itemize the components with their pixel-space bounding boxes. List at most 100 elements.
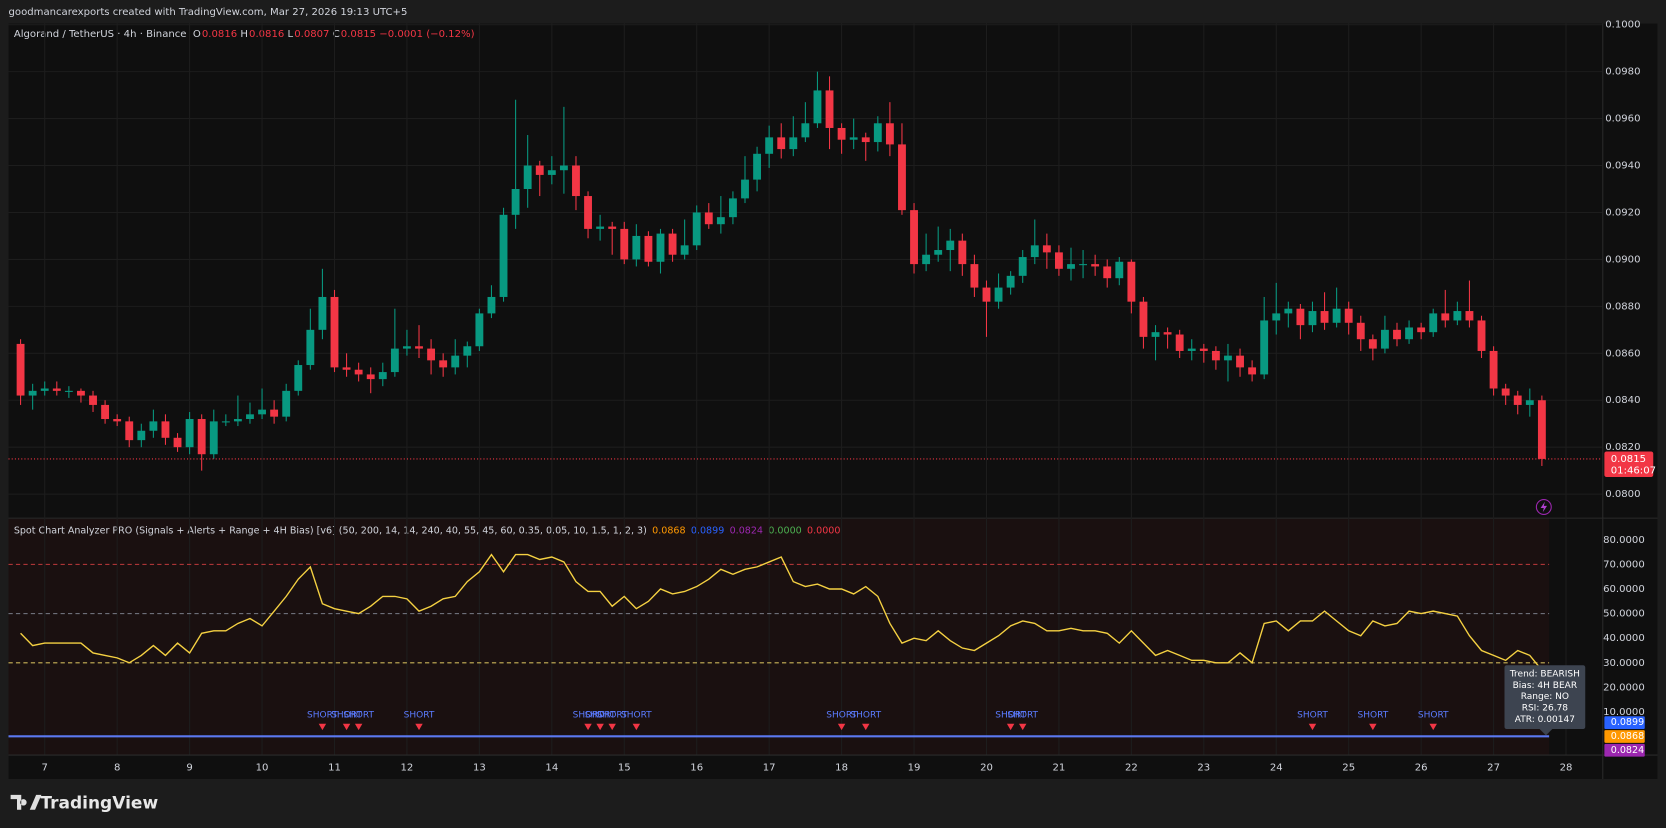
x-tick-label: 19 bbox=[908, 762, 921, 773]
indicator-legend: Spot Chart Analyzer PRO (Signals + Alert… bbox=[14, 525, 841, 536]
tooltip-line: RSI: 26.78 bbox=[1522, 704, 1569, 714]
candle-body bbox=[439, 360, 448, 368]
ohlc-value: 0.0816 bbox=[202, 29, 237, 40]
candle-body bbox=[137, 430, 146, 441]
short-marker bbox=[632, 723, 641, 731]
candle-body bbox=[1006, 275, 1015, 288]
y-tick-label: 20.0000 bbox=[1603, 682, 1645, 693]
candle-body bbox=[535, 165, 544, 175]
alert-bolt bbox=[1540, 501, 1547, 513]
short-label: SHORT bbox=[307, 711, 338, 721]
candle-body bbox=[77, 390, 85, 396]
short-marker bbox=[584, 723, 592, 731]
candle-body bbox=[729, 198, 737, 218]
x-tick-label: 7 bbox=[42, 762, 48, 773]
logo-mark bbox=[10, 794, 42, 810]
indicator-value: 0.0000 bbox=[768, 525, 801, 536]
tooltip-line: Bias: 4H BEAR bbox=[1513, 681, 1578, 691]
candle-body bbox=[1139, 301, 1148, 337]
candle-body bbox=[523, 165, 532, 190]
x-tick-label: 12 bbox=[401, 762, 414, 773]
y-tick-label: 10.0000 bbox=[1603, 707, 1645, 718]
short-label: SHORT bbox=[1418, 711, 1449, 721]
y-tick-label: 40.0000 bbox=[1603, 633, 1645, 644]
short-marker bbox=[354, 723, 363, 731]
candle-body bbox=[620, 228, 629, 260]
x-tick-label: 25 bbox=[1342, 762, 1355, 773]
y-tick-label: 70.0000 bbox=[1603, 559, 1645, 570]
candle-body bbox=[1018, 257, 1027, 276]
tooltip-pointer bbox=[1539, 729, 1553, 736]
candle-body bbox=[1284, 308, 1293, 314]
candle-body bbox=[656, 233, 665, 262]
short-label: SHORT bbox=[1007, 711, 1038, 721]
candle-body bbox=[825, 90, 834, 128]
indicator-value: 0.0899 bbox=[691, 525, 724, 536]
x-tick-label: 17 bbox=[763, 762, 776, 773]
short-label: SHORT bbox=[573, 711, 604, 721]
candle-body bbox=[1537, 400, 1546, 459]
candle-body bbox=[716, 217, 725, 225]
candle-body bbox=[16, 343, 25, 396]
candle-body bbox=[64, 390, 73, 392]
tooltip-line: Trend: BEARISH bbox=[1509, 669, 1580, 679]
y-tick-label: 80.0000 bbox=[1603, 535, 1645, 546]
candle-body bbox=[1079, 264, 1088, 266]
candle-body bbox=[1272, 313, 1281, 321]
short-label: SHORT bbox=[343, 711, 374, 721]
candle-body bbox=[499, 214, 508, 297]
candle-body bbox=[1501, 388, 1510, 396]
candle-body bbox=[994, 287, 1003, 302]
x-tick-label: 26 bbox=[1415, 762, 1428, 773]
candle-body bbox=[1054, 252, 1063, 269]
y-tick-label: 0.0820 bbox=[1605, 442, 1640, 453]
candle-body bbox=[113, 419, 122, 422]
candle-body bbox=[246, 414, 254, 420]
footer-brand: TradingView bbox=[40, 793, 158, 813]
candle-body bbox=[849, 137, 858, 140]
candle-body bbox=[318, 296, 327, 330]
candle-body bbox=[1525, 400, 1534, 405]
candle-body bbox=[233, 419, 242, 422]
countdown-label: 01:46:07 bbox=[1611, 466, 1656, 477]
axis-tag bbox=[1604, 716, 1645, 730]
candle-body bbox=[572, 165, 580, 197]
candle-body bbox=[873, 123, 882, 143]
x-tick-label: 9 bbox=[186, 762, 192, 773]
candle-body bbox=[511, 189, 520, 215]
short-marker bbox=[1006, 723, 1015, 731]
axis-tag-label: 0.0899 bbox=[1611, 717, 1644, 728]
candle-body bbox=[1260, 320, 1269, 375]
candle-body bbox=[1477, 320, 1486, 351]
candle-body bbox=[547, 170, 556, 175]
tooltip-line: Range: NO bbox=[1521, 692, 1569, 702]
candle-body bbox=[1405, 327, 1413, 340]
candle-body bbox=[922, 254, 931, 265]
legend: Algorand / TetherUS · 4h · Binance O0.081… bbox=[14, 29, 841, 536]
y-tick-label: 0.0940 bbox=[1605, 161, 1640, 172]
candle-body bbox=[982, 287, 991, 302]
candle-body bbox=[1236, 355, 1244, 368]
candle-body bbox=[125, 421, 134, 441]
candle-body bbox=[789, 137, 798, 150]
short-marker bbox=[318, 723, 327, 731]
axis-tag-label: 0.0824 bbox=[1611, 745, 1644, 756]
short-marker bbox=[1429, 723, 1437, 731]
rsi-line bbox=[20, 553, 1543, 671]
last-price-label: 0.0815 bbox=[1611, 454, 1646, 465]
candle-body bbox=[197, 419, 206, 455]
candle-body bbox=[1308, 311, 1317, 326]
candle-body bbox=[475, 313, 484, 347]
ohlc-value: 0.0815 bbox=[341, 29, 376, 40]
candle-body bbox=[970, 264, 979, 288]
candle-body bbox=[1513, 395, 1522, 405]
ohlc-key: L bbox=[288, 29, 294, 40]
candle-body bbox=[910, 210, 918, 265]
candle-body bbox=[584, 196, 592, 229]
candle-body bbox=[813, 90, 822, 124]
y-tick-label: 0.0900 bbox=[1605, 254, 1640, 265]
candle-body bbox=[1320, 311, 1329, 323]
candle-body bbox=[946, 240, 955, 251]
candle-body bbox=[258, 409, 266, 415]
